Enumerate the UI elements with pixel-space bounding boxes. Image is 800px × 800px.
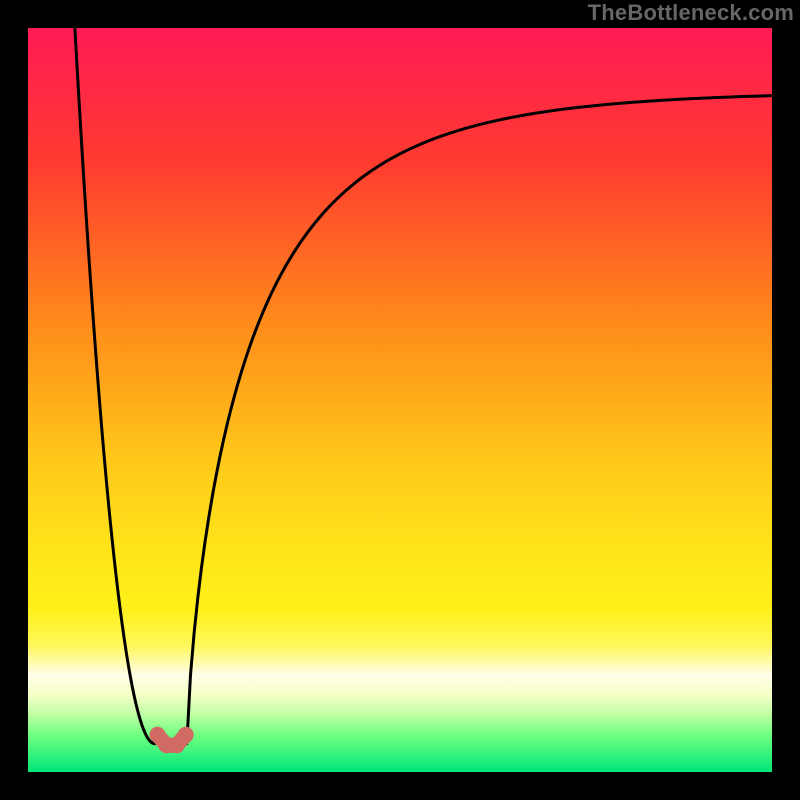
chart-root: TheBottleneck.com <box>0 0 800 800</box>
plot-gradient-area <box>28 28 772 772</box>
watermark: TheBottleneck.com <box>588 0 794 26</box>
notch-marker <box>178 727 194 743</box>
bottleneck-chart <box>0 0 800 800</box>
